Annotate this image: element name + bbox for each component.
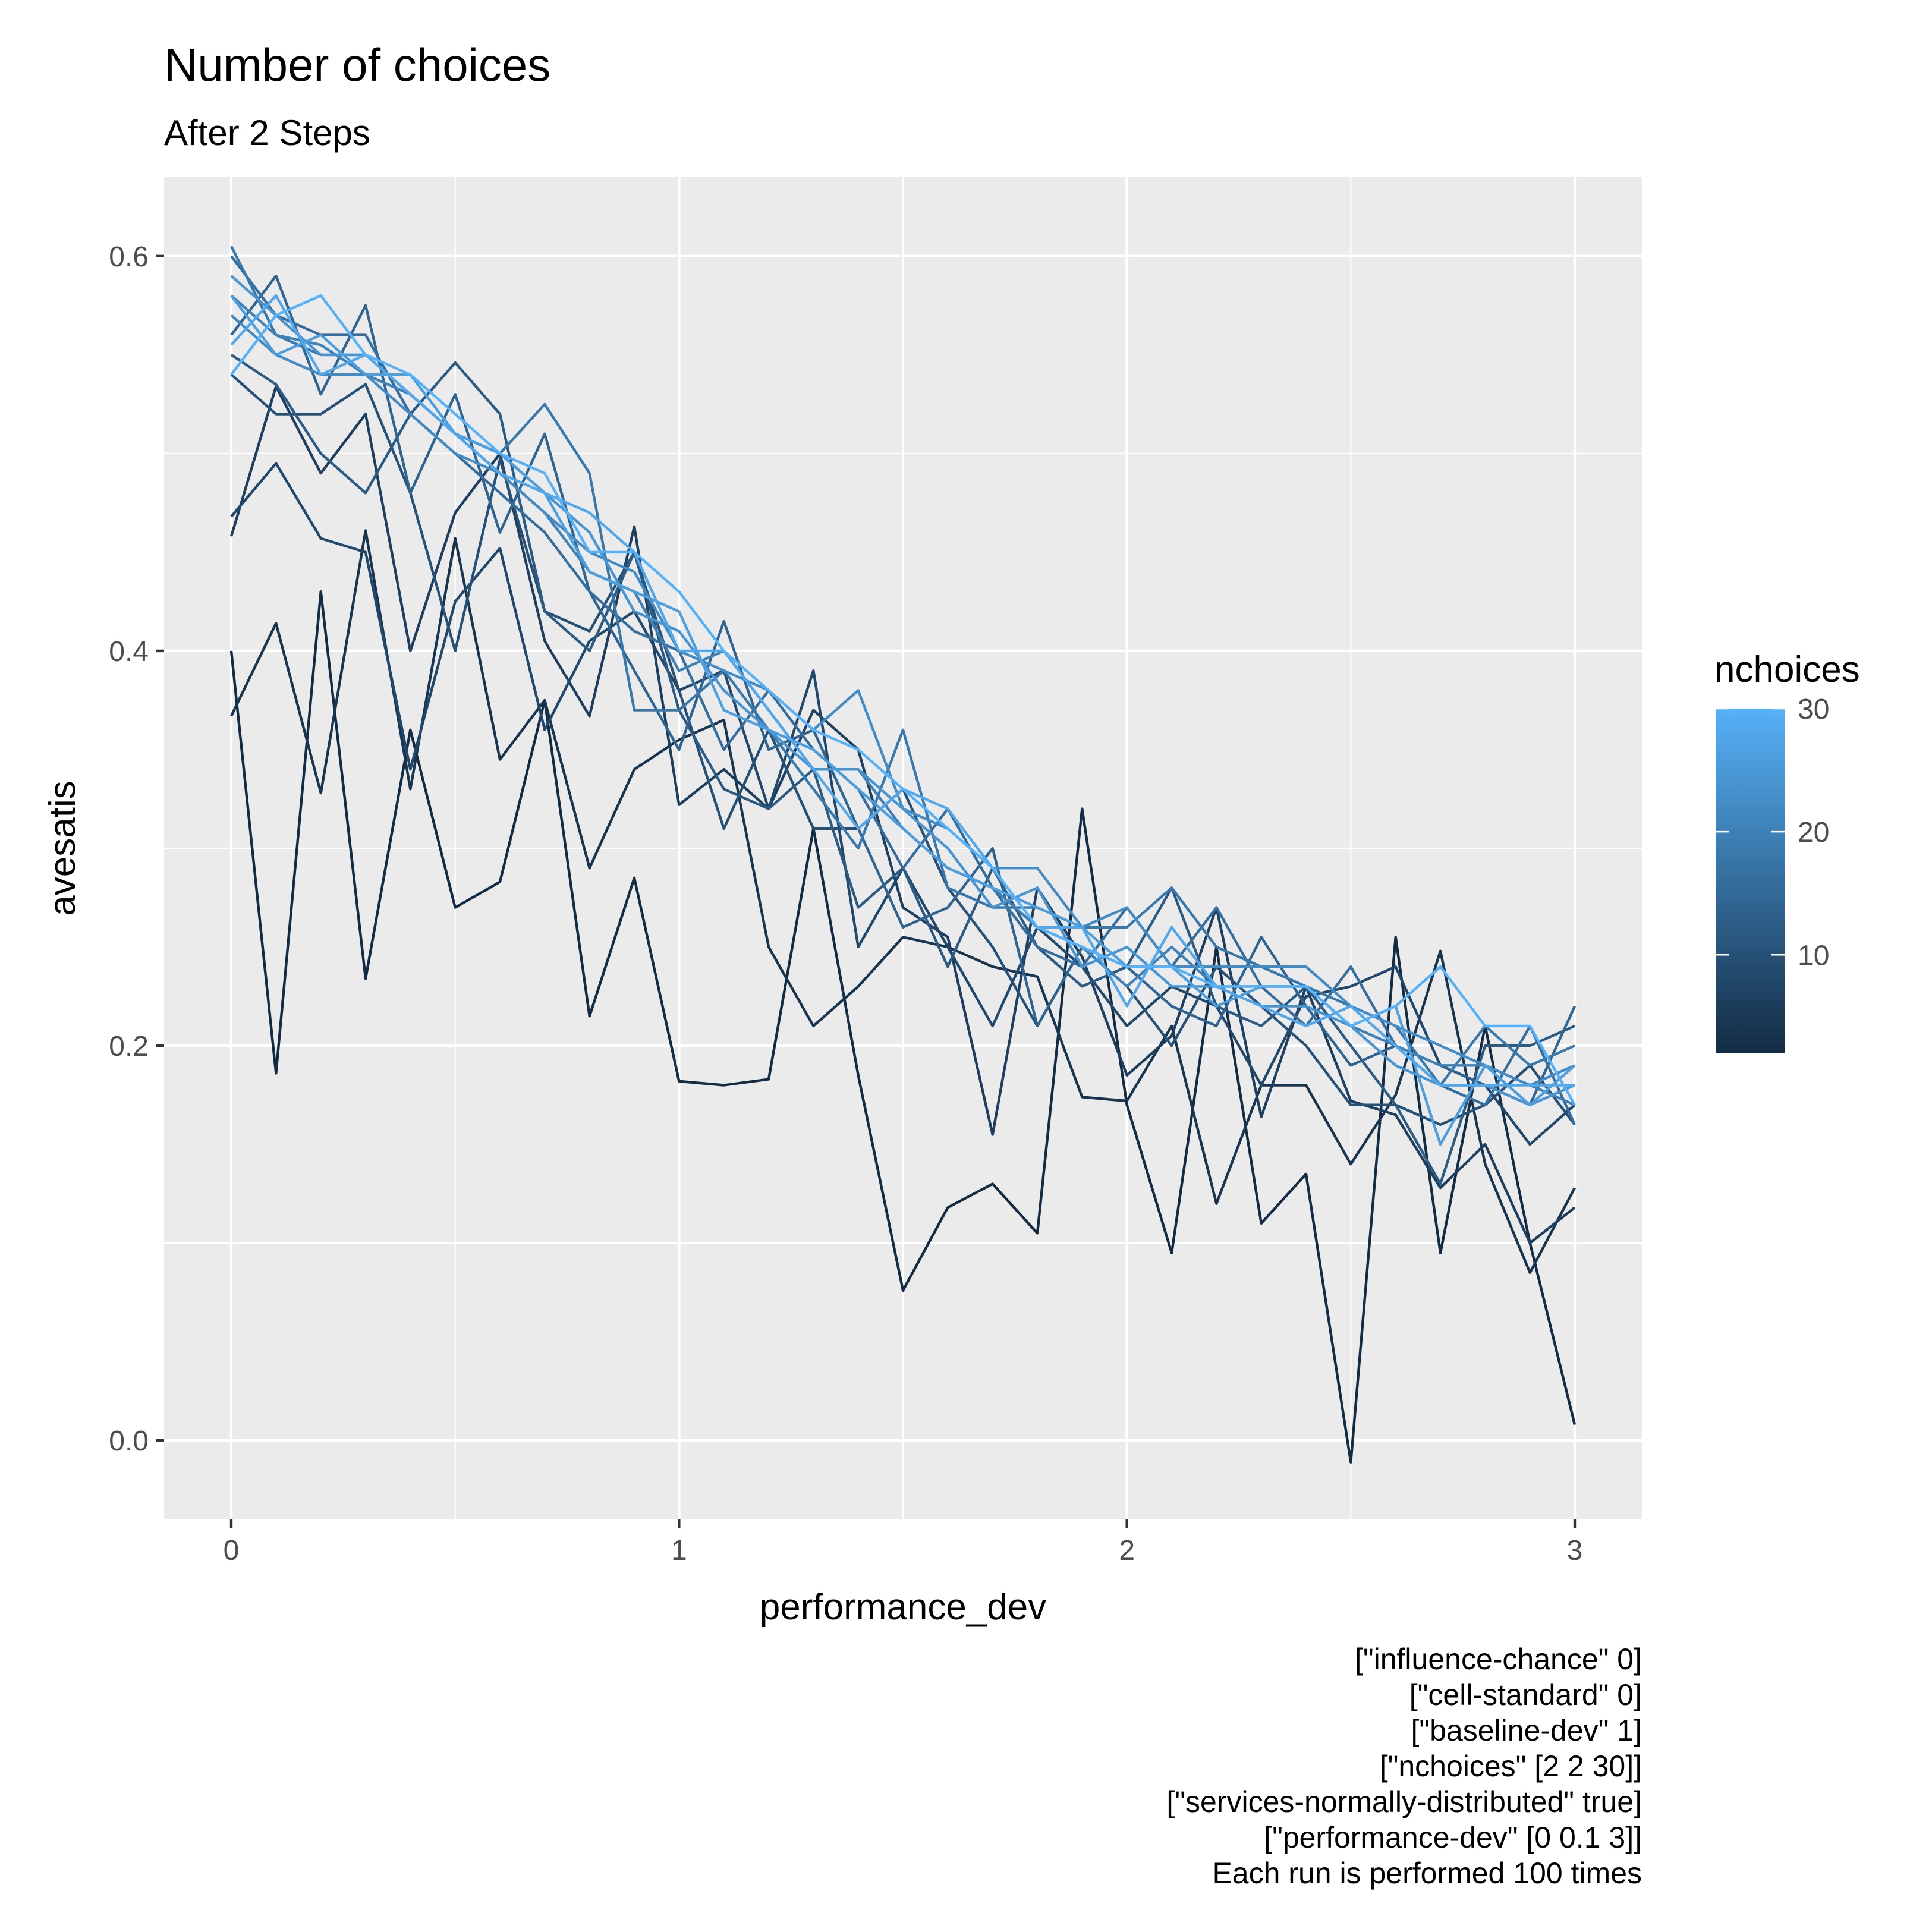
legend-tick-label: 20: [1798, 817, 1829, 848]
series-line-nchoices-14: [230, 274, 1577, 1106]
series-line-nchoices-6: [229, 385, 1576, 1245]
caption-line: Each run is performed 100 times: [1212, 1857, 1642, 1890]
caption-line: ["services-normally-distributed" true]: [1166, 1785, 1642, 1818]
y-tick-label: 0.0: [109, 1426, 149, 1457]
y-tick-label: 0.4: [109, 636, 149, 668]
x-tick-label: 1: [671, 1535, 687, 1566]
series-line-nchoices-30: [230, 294, 1576, 1106]
caption: ["influence-chance" 0]["cell-standard" 0…: [1166, 1642, 1642, 1890]
caption-line: ["performance-dev" [0 0.1 3]]: [1264, 1821, 1642, 1854]
caption-line: ["nchoices" [2 2 30]]: [1380, 1750, 1642, 1783]
legend-tick-label: 10: [1798, 940, 1829, 971]
caption-line: ["influence-chance" 0]: [1355, 1642, 1642, 1676]
y-tick-label: 0.2: [109, 1031, 149, 1062]
y-tick-label: 0.6: [109, 241, 149, 273]
series-line-nchoices-4: [230, 529, 1576, 1275]
legend-tick-label: 30: [1798, 694, 1829, 725]
x-axis-title: performance_dev: [760, 1587, 1047, 1628]
x-tick-label: 3: [1567, 1535, 1583, 1566]
series-layer: [229, 246, 1577, 1464]
x-tick-label: 0: [224, 1535, 240, 1566]
chart-title: Number of choices: [164, 39, 550, 91]
y-axis: 0.0 0.2 0.4 0.6: [109, 241, 164, 1457]
y-axis-title: avesatis: [42, 781, 83, 915]
legend-colorbar: [1716, 709, 1785, 1053]
legend-ticks: 10 20 30: [1716, 694, 1829, 971]
legend-title: nchoices: [1714, 649, 1860, 690]
x-axis: 0 1 2 3: [224, 1519, 1583, 1566]
caption-line: ["baseline-dev" 1]: [1411, 1714, 1642, 1747]
grid-minor: [164, 177, 1642, 1519]
caption-line: ["cell-standard" 0]: [1409, 1678, 1642, 1711]
x-tick-label: 2: [1119, 1535, 1135, 1566]
chart-subtitle: After 2 Steps: [164, 113, 370, 153]
series-line-nchoices-2: [229, 590, 1577, 1464]
